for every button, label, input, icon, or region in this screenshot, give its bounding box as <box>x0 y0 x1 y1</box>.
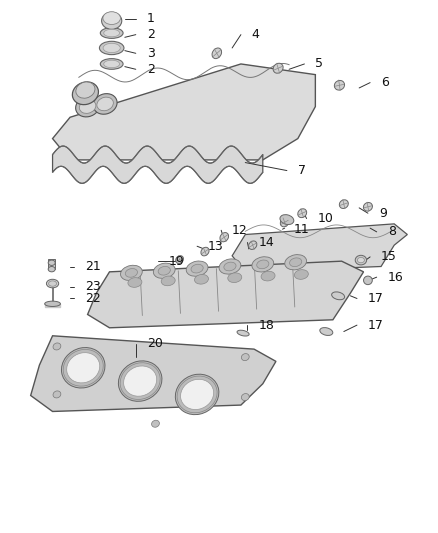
Ellipse shape <box>128 278 142 287</box>
Text: 6: 6 <box>381 76 389 89</box>
Ellipse shape <box>93 94 117 114</box>
Ellipse shape <box>100 28 123 38</box>
Text: 15: 15 <box>381 251 397 263</box>
Text: 17: 17 <box>368 292 384 305</box>
Ellipse shape <box>102 12 122 29</box>
Ellipse shape <box>53 343 61 350</box>
Text: 1: 1 <box>147 12 155 25</box>
Ellipse shape <box>191 264 203 273</box>
Ellipse shape <box>124 366 157 396</box>
Ellipse shape <box>241 393 249 401</box>
Bar <box>48 259 55 269</box>
Ellipse shape <box>45 301 60 306</box>
Ellipse shape <box>237 330 249 336</box>
Text: 8: 8 <box>388 225 396 238</box>
Text: 16: 16 <box>388 271 403 284</box>
Ellipse shape <box>252 257 274 272</box>
Text: 7: 7 <box>298 164 306 177</box>
Ellipse shape <box>53 391 61 398</box>
Ellipse shape <box>161 276 175 286</box>
Ellipse shape <box>158 266 170 275</box>
Text: 4: 4 <box>252 28 260 41</box>
Ellipse shape <box>100 59 123 69</box>
Ellipse shape <box>294 270 308 279</box>
Text: 14: 14 <box>258 236 274 249</box>
Ellipse shape <box>257 260 269 269</box>
Polygon shape <box>232 224 407 272</box>
Text: 3: 3 <box>147 47 155 60</box>
Text: 17: 17 <box>368 319 384 332</box>
Ellipse shape <box>118 361 162 401</box>
Ellipse shape <box>194 274 208 284</box>
Ellipse shape <box>339 200 348 208</box>
Text: 22: 22 <box>85 292 101 305</box>
Ellipse shape <box>104 29 120 37</box>
Ellipse shape <box>241 353 249 361</box>
Text: 10: 10 <box>318 212 333 225</box>
Ellipse shape <box>224 262 236 271</box>
Ellipse shape <box>46 279 59 288</box>
Ellipse shape <box>103 43 120 53</box>
Ellipse shape <box>280 215 294 224</box>
Text: 19: 19 <box>169 255 184 268</box>
Ellipse shape <box>364 276 372 285</box>
Text: 11: 11 <box>293 223 309 236</box>
Ellipse shape <box>220 232 229 242</box>
Ellipse shape <box>201 247 209 256</box>
Ellipse shape <box>180 379 214 409</box>
Ellipse shape <box>228 273 242 282</box>
Text: 21: 21 <box>85 260 101 273</box>
Ellipse shape <box>175 374 219 415</box>
Text: 13: 13 <box>208 240 224 253</box>
Text: 9: 9 <box>379 207 387 220</box>
Ellipse shape <box>104 60 120 68</box>
Text: 23: 23 <box>85 280 101 293</box>
Ellipse shape <box>364 203 372 211</box>
Text: 20: 20 <box>147 337 162 350</box>
Ellipse shape <box>48 260 55 265</box>
Text: 12: 12 <box>232 224 248 237</box>
Text: 18: 18 <box>258 319 274 332</box>
Polygon shape <box>31 336 276 411</box>
Ellipse shape <box>334 80 345 90</box>
Ellipse shape <box>280 218 289 227</box>
Ellipse shape <box>67 353 100 383</box>
Text: 5: 5 <box>315 58 323 70</box>
Ellipse shape <box>176 256 184 263</box>
Ellipse shape <box>273 63 283 73</box>
Ellipse shape <box>261 271 275 281</box>
Ellipse shape <box>152 420 159 427</box>
Ellipse shape <box>120 265 142 280</box>
Text: 2: 2 <box>147 63 155 76</box>
Ellipse shape <box>72 82 99 104</box>
Ellipse shape <box>97 97 113 111</box>
Polygon shape <box>53 146 263 183</box>
Ellipse shape <box>357 257 364 263</box>
Ellipse shape <box>219 259 241 274</box>
Ellipse shape <box>76 82 95 98</box>
Ellipse shape <box>298 209 307 217</box>
Ellipse shape <box>79 100 96 114</box>
Ellipse shape <box>153 263 175 278</box>
Polygon shape <box>53 64 315 160</box>
Ellipse shape <box>76 96 99 117</box>
Ellipse shape <box>186 261 208 276</box>
Ellipse shape <box>249 241 257 249</box>
Ellipse shape <box>355 255 367 265</box>
Ellipse shape <box>61 348 105 388</box>
Ellipse shape <box>320 328 333 335</box>
Ellipse shape <box>103 12 120 25</box>
Ellipse shape <box>99 41 124 55</box>
Text: 2: 2 <box>147 28 155 41</box>
Ellipse shape <box>285 255 307 270</box>
Ellipse shape <box>290 258 302 266</box>
Polygon shape <box>88 261 364 328</box>
Ellipse shape <box>332 292 345 300</box>
Ellipse shape <box>212 48 222 59</box>
Ellipse shape <box>125 269 138 277</box>
Ellipse shape <box>48 266 55 272</box>
